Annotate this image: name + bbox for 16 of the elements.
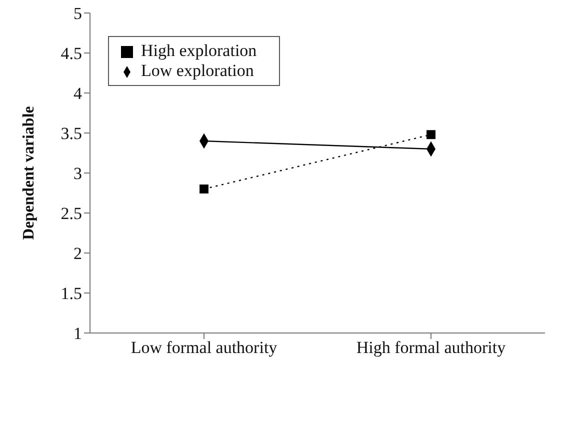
y-tick-label: 1 — [74, 324, 82, 344]
legend-label: Low exploration — [141, 61, 254, 80]
y-tick-label: 2 — [74, 244, 82, 264]
y-tick-label: 2.5 — [60, 204, 82, 224]
y-tick-label: 4 — [74, 84, 82, 104]
y-tick-label: 4.5 — [60, 44, 82, 64]
point — [200, 184, 208, 194]
y-tick-label: 5 — [74, 4, 82, 24]
point — [426, 130, 436, 140]
y-tick-label: 1.5 — [60, 284, 82, 304]
legend-label: High exploration — [141, 41, 257, 60]
x-tick-label: Low formal authority — [130, 338, 278, 358]
y-tick-label: 3.5 — [60, 124, 82, 144]
y-axis-title: Dependent variable — [20, 106, 38, 240]
y-tick-label: 3 — [74, 164, 82, 184]
x-tick-label: High formal authority — [356, 338, 506, 358]
